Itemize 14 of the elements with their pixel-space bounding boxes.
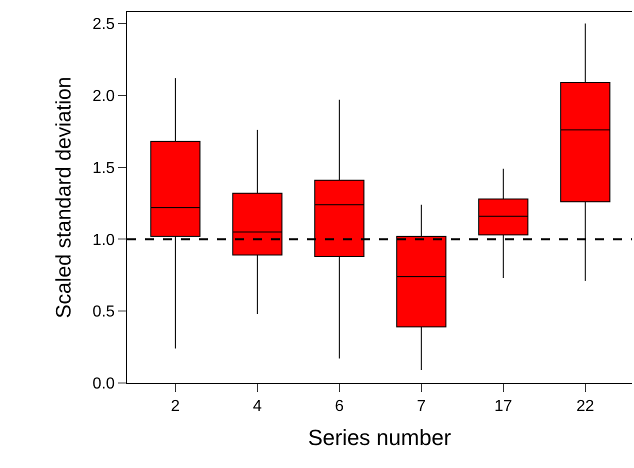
x-axis-title: Series number (308, 425, 452, 450)
x-tick-label: 2 (170, 398, 180, 416)
y-tick-label: 2.0 (92, 88, 115, 105)
x-tick-label: 17 (494, 398, 512, 416)
x-tick-label: 4 (252, 398, 262, 416)
y-axis-title: Scaled standard deviation (52, 76, 76, 318)
x-tick-label: 6 (334, 398, 344, 416)
y-tick-label: 1.5 (92, 160, 115, 177)
x-tick-label: 7 (416, 398, 426, 416)
y-tick-label: 1.0 (92, 232, 115, 249)
y-tick-label: 0.5 (92, 304, 115, 321)
x-tick-label: 22 (576, 398, 594, 416)
y-tick-label: 2.5 (92, 16, 115, 34)
y-tick-label: 0.0 (92, 376, 115, 393)
